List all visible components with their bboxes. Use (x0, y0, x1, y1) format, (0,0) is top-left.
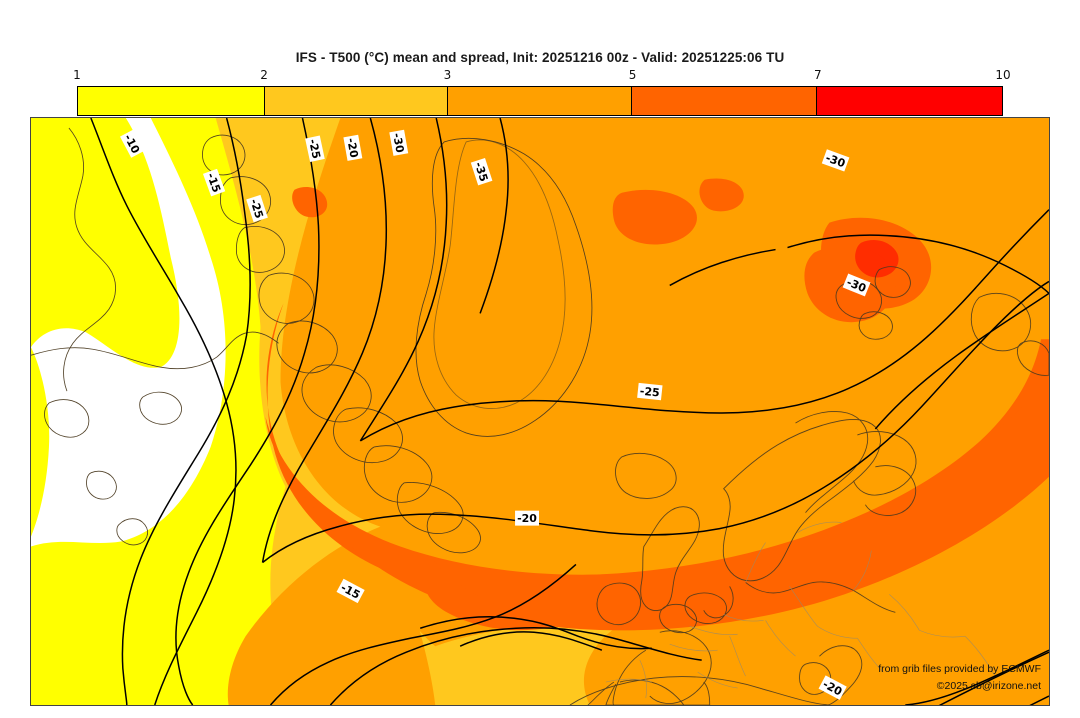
spread-band-7-10 (855, 240, 899, 278)
contour-label: -20 (517, 512, 537, 525)
map-plot: -10 -15 -25 -25 -20 (31, 118, 1049, 705)
colorbar-segment-3-5 (447, 87, 633, 115)
coastlines (31, 127, 1049, 705)
colorbar: 1 2 3 5 7 10 (73, 68, 1011, 116)
colorbar-tick-10: 10 (995, 68, 1011, 82)
colorbar-segment-1-2 (78, 87, 265, 115)
contour-label: -25 (247, 197, 266, 220)
contour-label: -15 (204, 171, 223, 194)
contour-label: -35 (472, 160, 491, 183)
colorbar-tick-5: 5 (628, 68, 637, 82)
colorbar-tick-2: 2 (260, 68, 268, 82)
country-borders (605, 521, 996, 699)
colorbar-tick-7: 7 (813, 68, 822, 82)
colorbar-tick-labels: 1 2 3 5 7 10 (73, 68, 1010, 86)
colorbar-gradient (77, 86, 1003, 116)
colorbar-segment-5-7 (632, 87, 818, 115)
contour-label: -25 (306, 138, 323, 160)
contour-labels: -10 -15 -25 -25 -20 (120, 129, 871, 700)
contour-label: -30 (824, 151, 847, 170)
contour-label: -30 (390, 132, 406, 154)
map-canvas[interactable]: -10 -15 -25 -25 -20 (30, 117, 1050, 706)
colorbar-tick-1: 1 (73, 68, 81, 82)
colorbar-segment-7-10 (817, 87, 1002, 115)
credit-copyright: ©2025 sb@irizone.net (936, 680, 1041, 692)
credit-ecmwf: from grib files provided by ECMWF (878, 663, 1041, 675)
page-title: IFS - T500 (°C) mean and spread, Init: 2… (295, 50, 785, 65)
contour-label: -20 (344, 137, 360, 159)
colorbar-segment-2-3 (264, 87, 448, 115)
spread-band-5-7 (265, 178, 1049, 631)
mean-contours (90, 118, 1049, 705)
colorbar-tick-3: 3 (443, 68, 452, 82)
contour-label: -25 (639, 385, 660, 400)
